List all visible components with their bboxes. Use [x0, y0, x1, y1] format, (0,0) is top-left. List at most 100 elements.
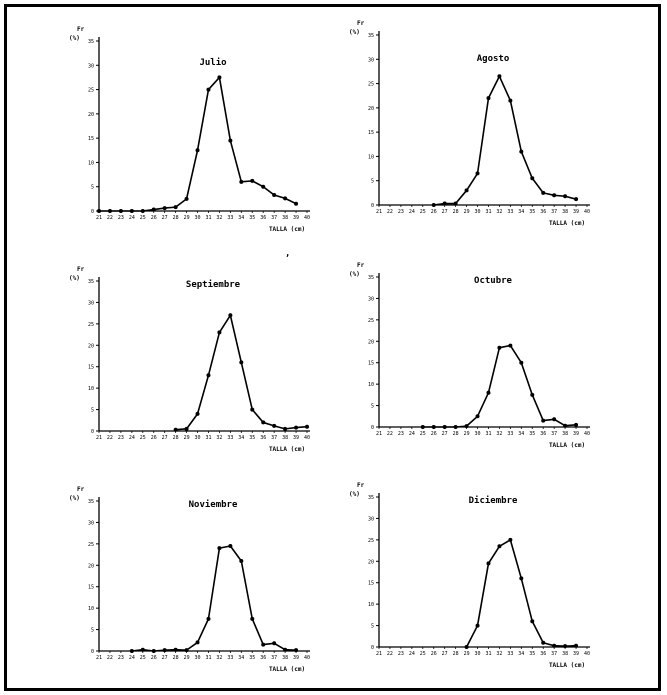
x-tick-label: 33 [507, 651, 513, 657]
x-tick-label: 35 [529, 209, 535, 215]
x-tick-label: 28 [173, 655, 179, 661]
data-point [541, 190, 546, 195]
y-tick-label: 20 [88, 563, 94, 569]
x-tick-label: 34 [238, 435, 244, 441]
x-tick-label: 40 [304, 435, 310, 441]
x-tick-label: 32 [216, 655, 222, 661]
y-tick-label: 30 [88, 520, 94, 526]
y-axis-unit: (%) [69, 35, 80, 42]
y-axis-title: Fr [357, 482, 365, 489]
data-point [173, 427, 178, 432]
x-tick-label: 36 [540, 431, 546, 437]
y-axis-unit: (%) [69, 495, 80, 502]
data-point [305, 424, 309, 429]
y-tick-label: 15 [368, 581, 374, 587]
data-point [261, 642, 266, 647]
data-point [162, 648, 167, 653]
data-point [118, 209, 123, 213]
data-point [464, 645, 469, 649]
y-tick-label: 20 [88, 112, 94, 118]
x-tick-label: 37 [271, 435, 277, 441]
chart-title: Diciembre [469, 495, 518, 506]
x-tick-label: 37 [271, 215, 277, 221]
x-tick-label: 24 [409, 431, 415, 437]
x-tick-label: 30 [195, 655, 201, 661]
x-tick-label: 40 [584, 651, 590, 657]
data-point [519, 360, 524, 365]
x-tick-label: 31 [485, 651, 491, 657]
data-point [129, 649, 134, 653]
x-tick-label: 29 [184, 655, 190, 661]
x-tick-label: 32 [496, 431, 502, 437]
y-tick-label: 0 [371, 425, 374, 431]
data-point [228, 544, 233, 548]
x-tick-label: 28 [453, 209, 459, 215]
x-tick-label: 35 [249, 215, 255, 221]
y-tick-label: 0 [371, 203, 374, 209]
chart-panel-agosto: 0 5 10 15 20 25 30 35 21 22 23 24 25 26 27 28 29 30 31 32 33… [349, 20, 590, 227]
x-tick-label: 36 [260, 435, 266, 441]
x-tick-label: 38 [282, 655, 288, 661]
y-tick-label: 30 [368, 57, 374, 63]
data-point [294, 648, 299, 653]
data-point [486, 561, 491, 566]
data-point [442, 425, 447, 429]
x-tick-label: 38 [562, 209, 568, 215]
x-tick-label: 26 [431, 431, 437, 437]
x-tick-label: 22 [107, 655, 113, 661]
y-tick-label: 30 [88, 300, 94, 306]
data-point [239, 179, 244, 184]
data-point [162, 206, 167, 211]
data-point [475, 171, 480, 176]
x-tick-label: 36 [260, 215, 266, 221]
data-point [217, 330, 222, 335]
x-tick-label: 30 [195, 435, 201, 441]
chart-title: Noviembre [189, 499, 238, 510]
x-tick-label: 21 [96, 215, 102, 221]
data-point [508, 537, 513, 542]
data-point [228, 138, 233, 143]
data-point [239, 360, 244, 365]
x-tick-label: 34 [518, 431, 524, 437]
data-point [217, 75, 222, 80]
x-tick-label: 32 [496, 651, 502, 657]
x-tick-label: 37 [551, 209, 557, 215]
data-point [563, 423, 568, 428]
y-tick-label: 35 [88, 499, 94, 505]
x-tick-label: 24 [129, 435, 135, 441]
x-tick-label: 39 [293, 215, 299, 221]
data-point [250, 178, 255, 183]
data-point [261, 420, 266, 425]
x-tick-label: 30 [475, 431, 481, 437]
chart-panel-septiembre: 0 5 10 15 20 25 30 35 21 22 23 24 25 26 27 28 29 30 31 32 33… [69, 266, 310, 453]
data-point [151, 649, 156, 653]
data-point [464, 188, 469, 193]
x-tick-label: 36 [540, 209, 546, 215]
data-point [184, 648, 189, 653]
x-tick-label: 21 [96, 435, 102, 441]
data-point [453, 201, 458, 206]
x-tick-label: 31 [205, 215, 211, 221]
y-tick-label: 5 [371, 624, 374, 630]
x-tick-label: 35 [249, 435, 255, 441]
data-point [530, 619, 535, 624]
x-tick-label: 25 [140, 655, 146, 661]
y-axis-title: Fr [357, 20, 365, 27]
x-tick-label: 38 [562, 431, 568, 437]
x-axis-title: TALLA (cm) [269, 446, 305, 453]
x-tick-label: 21 [376, 431, 382, 437]
x-tick-label: 37 [551, 431, 557, 437]
data-point [541, 418, 546, 423]
x-tick-label: 25 [140, 215, 146, 221]
data-point [508, 98, 513, 103]
x-tick-label: 21 [376, 209, 382, 215]
data-point [173, 647, 178, 652]
y-tick-label: 35 [368, 275, 374, 281]
y-tick-label: 0 [371, 645, 374, 651]
data-point [508, 343, 513, 348]
x-tick-label: 23 [118, 435, 124, 441]
x-tick-label: 24 [129, 655, 135, 661]
x-tick-label: 33 [507, 209, 513, 215]
data-point [563, 644, 568, 649]
x-tick-label: 40 [584, 209, 590, 215]
